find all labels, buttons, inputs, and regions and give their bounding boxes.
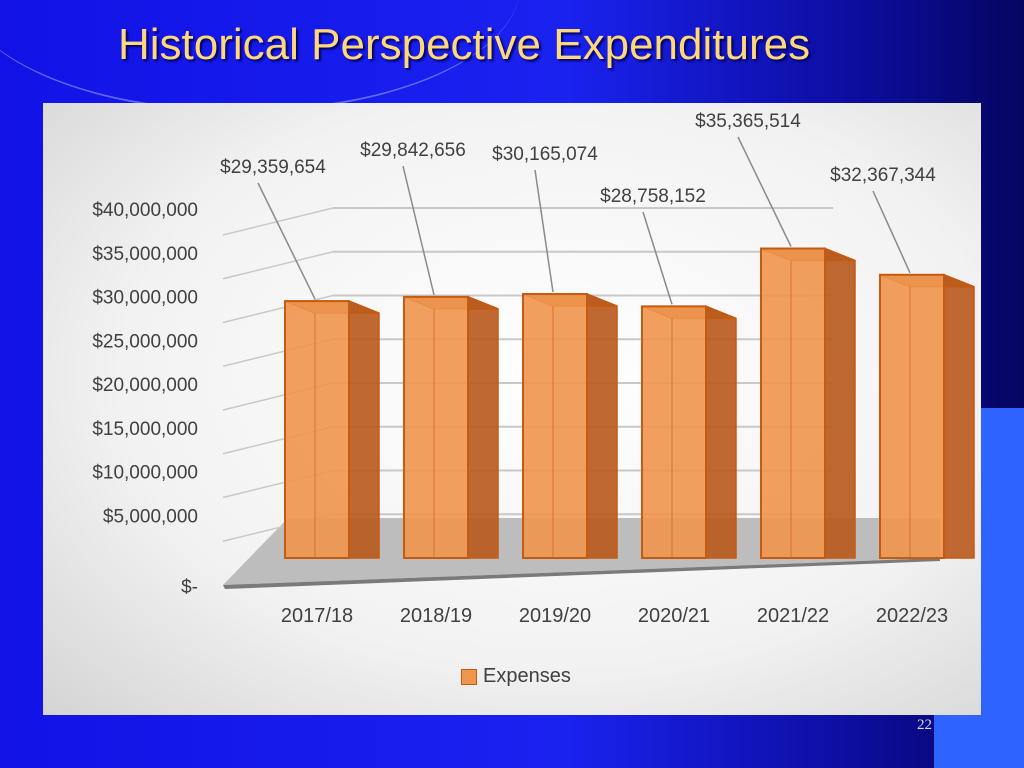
data-label-leader (257, 182, 316, 300)
y-tick-label: $30,000,000 (92, 288, 198, 309)
y-tick-label: $- (181, 577, 198, 598)
data-label: $32,367,344 (830, 165, 936, 186)
data-label-leader (402, 165, 435, 296)
bar-side (705, 305, 737, 559)
bar (522, 293, 588, 559)
x-tick-label: 2022/23 (876, 605, 948, 627)
gridline-side (222, 251, 334, 280)
chart-floor-edge (223, 558, 940, 589)
x-tick-label: 2021/22 (757, 605, 829, 627)
gridline-side (222, 207, 334, 236)
bar-side (586, 292, 618, 559)
y-tick-label: $35,000,000 (92, 244, 198, 265)
bar (760, 247, 826, 559)
gridline-side (222, 294, 334, 324)
y-tick-label: $15,000,000 (92, 419, 198, 440)
bar-side (348, 299, 380, 559)
bar-side (943, 273, 975, 559)
bar (879, 273, 945, 559)
y-tick-label: $40,000,000 (92, 200, 198, 221)
data-label: $30,165,074 (492, 144, 598, 165)
x-tick-label: 2020/21 (638, 605, 710, 627)
bar (284, 300, 350, 559)
data-label: $29,842,656 (360, 140, 466, 161)
x-tick-label: 2017/18 (281, 605, 353, 627)
data-label-leader (737, 136, 792, 247)
bar-side (824, 247, 856, 559)
bar-side (467, 295, 499, 559)
chart-legend: Expenses (461, 665, 571, 688)
y-tick-label: $25,000,000 (92, 331, 198, 352)
bar (641, 305, 707, 559)
y-tick-label: $10,000,000 (92, 463, 198, 484)
x-tick-label: 2019/20 (519, 605, 591, 627)
data-label-leader (642, 211, 673, 305)
page-number: 22 (917, 717, 932, 733)
bar (403, 295, 469, 559)
x-tick-label: 2018/19 (400, 605, 472, 627)
data-label-leader (534, 169, 554, 293)
data-label: $29,359,654 (220, 157, 326, 178)
bar-chart: $- $5,000,000 $10,000,000 $15,000,000 $20,00… (92, 111, 975, 627)
y-tick-label: $20,000,000 (92, 375, 198, 396)
legend-swatch-expenses (461, 668, 477, 685)
legend-label-expenses: Expenses (483, 665, 571, 687)
slide-title: Historical Perspective Expenditures (118, 20, 811, 69)
y-tick-label: $5,000,000 (103, 506, 198, 527)
data-label-leader (872, 190, 911, 274)
data-label: $28,758,152 (600, 186, 706, 207)
chart-panel: $- $5,000,000 $10,000,000 $15,000,000 $20,00… (43, 103, 981, 715)
data-label: $35,365,514 (695, 111, 801, 132)
